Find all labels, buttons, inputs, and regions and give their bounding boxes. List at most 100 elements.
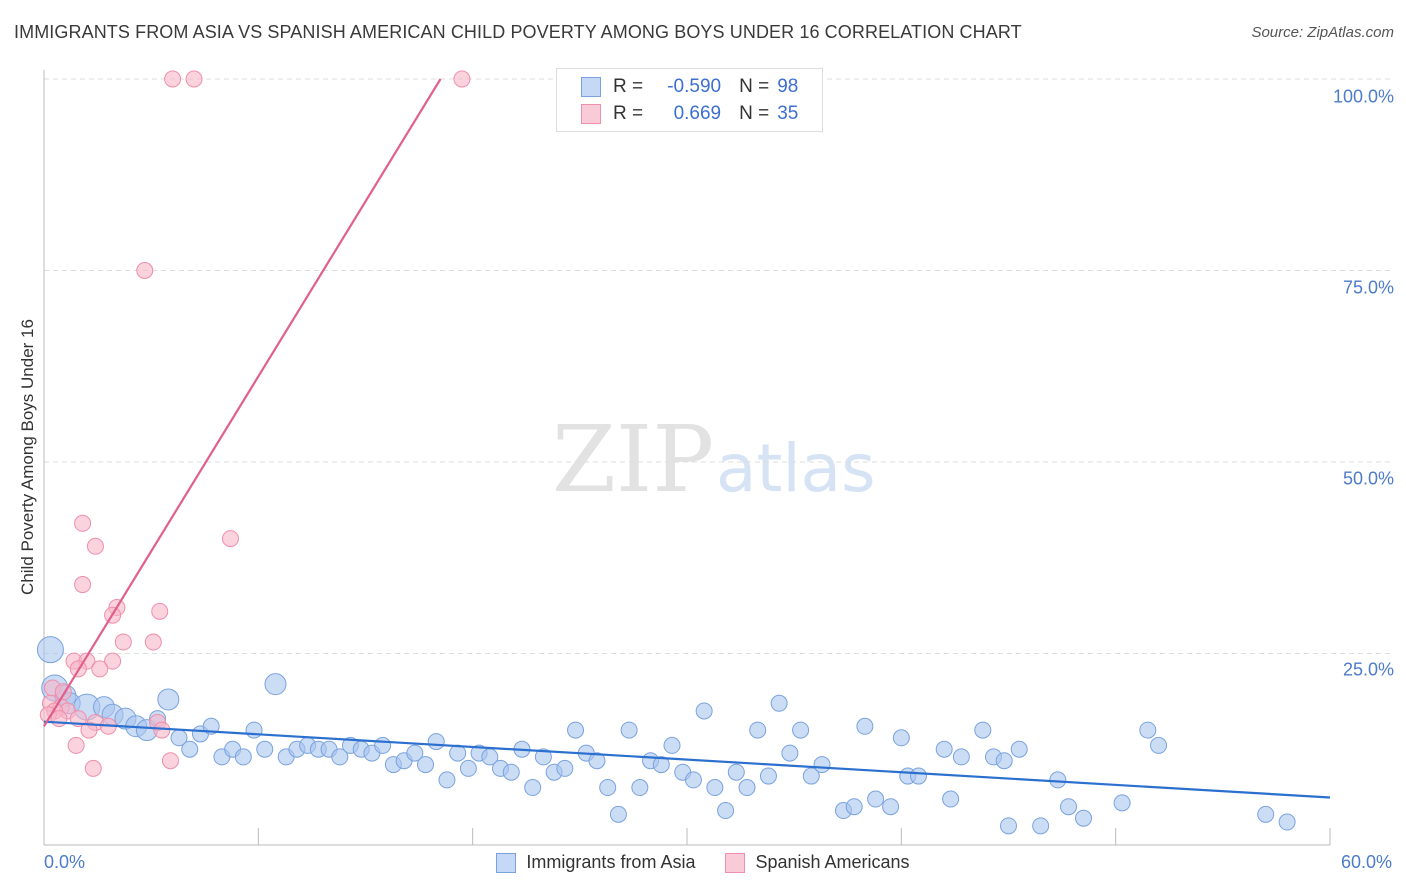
series-legend: Immigrants from Asia Spanish Americans (0, 852, 1406, 873)
legend-n-label: N = (739, 76, 770, 97)
asia-point (792, 721, 810, 739)
spanish-point (151, 602, 169, 620)
asia-point (974, 721, 992, 739)
asia-point (856, 717, 874, 735)
asia-point (1075, 809, 1093, 827)
y-tick-label-50: 50.0% (1342, 468, 1394, 489)
asia-point (892, 729, 910, 747)
asia-point (157, 688, 180, 711)
asia-point (556, 759, 574, 777)
asia-point (245, 721, 263, 739)
asia-trend-line (43, 720, 1331, 799)
asia-point (684, 771, 702, 789)
asia-point (234, 748, 252, 766)
asia-legend-swatch (496, 852, 517, 873)
asia-point (1257, 805, 1275, 823)
asia-point (663, 736, 681, 754)
spanish-point (84, 759, 102, 777)
spanish-point (91, 660, 109, 678)
asia-point (374, 736, 392, 754)
spanish-point (136, 262, 154, 279)
asia-point (942, 790, 960, 808)
spanish-point (104, 652, 122, 670)
asia-point (909, 767, 927, 785)
asia-point (845, 798, 863, 816)
legend-row-spanish: R = 0.669 N = 35 (581, 102, 798, 126)
asia-point (620, 721, 638, 739)
asia-point (882, 798, 900, 816)
legend-r-value: 0.669 (673, 103, 722, 124)
asia-point (935, 740, 953, 758)
spanish-point (453, 70, 471, 88)
legend-item-asia: Immigrants from Asia (496, 852, 695, 873)
spanish-point (74, 576, 92, 594)
spanish-point (114, 633, 132, 651)
asia-point (264, 673, 287, 696)
spanish-point (67, 736, 85, 754)
y-tick-label-75: 75.0% (1342, 277, 1394, 298)
asia-point (995, 752, 1013, 770)
spanish-point (80, 721, 98, 739)
asia-point (567, 721, 585, 739)
asia-point (867, 790, 885, 808)
asia-point (1113, 794, 1131, 812)
asia-point (1278, 813, 1296, 831)
x-tick-label-0: 0.0% (44, 852, 86, 872)
y-tick-label-100: 100.0% (1332, 86, 1394, 107)
x-tick-label-60: 60.0% (1340, 852, 1392, 872)
spanish-point (144, 633, 162, 651)
spanish-point (161, 752, 179, 770)
asia-point (534, 748, 552, 766)
asia-point (256, 740, 274, 758)
asia-point (631, 779, 649, 797)
asia-point (36, 636, 64, 664)
legend-r-value: -0.590 (667, 76, 722, 97)
legend-n-value: 98 (777, 76, 799, 97)
asia-point (1150, 736, 1168, 754)
legend-item-label: Immigrants from Asia (526, 852, 696, 872)
asia-point (802, 767, 820, 785)
asia-point (749, 721, 767, 739)
asia-point (1139, 721, 1157, 739)
legend-n-value: 35 (777, 103, 799, 124)
asia-point (331, 748, 349, 766)
watermark-atlas: atlas (716, 430, 876, 507)
asia-point (1010, 740, 1028, 758)
asia-point (438, 771, 456, 789)
y-tick-label-25: 25.0% (1342, 659, 1394, 680)
asia-point (417, 756, 435, 774)
asia-point (427, 733, 445, 751)
asia-point (781, 744, 799, 762)
spanish-point (153, 721, 171, 739)
asia-point (759, 767, 777, 785)
asia-point (813, 756, 831, 774)
asia-point (459, 759, 477, 777)
spanish-trend-line (43, 78, 442, 727)
spanish-point (164, 70, 182, 88)
legend-r-label: R = (613, 76, 644, 97)
asia-point (652, 756, 670, 774)
chart-title: IMMIGRANTS FROM ASIA VS SPANISH AMERICAN… (14, 22, 1022, 42)
asia-point (717, 802, 735, 820)
spanish-point (221, 530, 239, 548)
asia-swatch (581, 77, 601, 97)
legend-item-spanish: Spanish Americans (725, 852, 910, 873)
legend-row-asia: R = -0.590 N = 98 (581, 75, 798, 99)
spanish-point (86, 537, 104, 555)
watermark-zip: ZIP (552, 406, 714, 513)
correlation-legend: R = -0.590 N = 98 R = 0.669 N = 35 (556, 68, 823, 132)
asia-point (1000, 817, 1017, 835)
asia-point (1060, 798, 1078, 816)
spanish-swatch (581, 104, 601, 124)
asia-point (599, 779, 617, 797)
asia-point (770, 694, 788, 712)
chart-source: Source: ZipAtlas.com (1251, 24, 1394, 41)
asia-point (609, 805, 627, 823)
asia-point (502, 763, 520, 781)
legend-item-label: Spanish Americans (755, 852, 910, 872)
asia-point (727, 763, 745, 781)
legend-r-label: R = (613, 103, 644, 124)
asia-point (524, 779, 542, 797)
asia-point (588, 752, 606, 770)
